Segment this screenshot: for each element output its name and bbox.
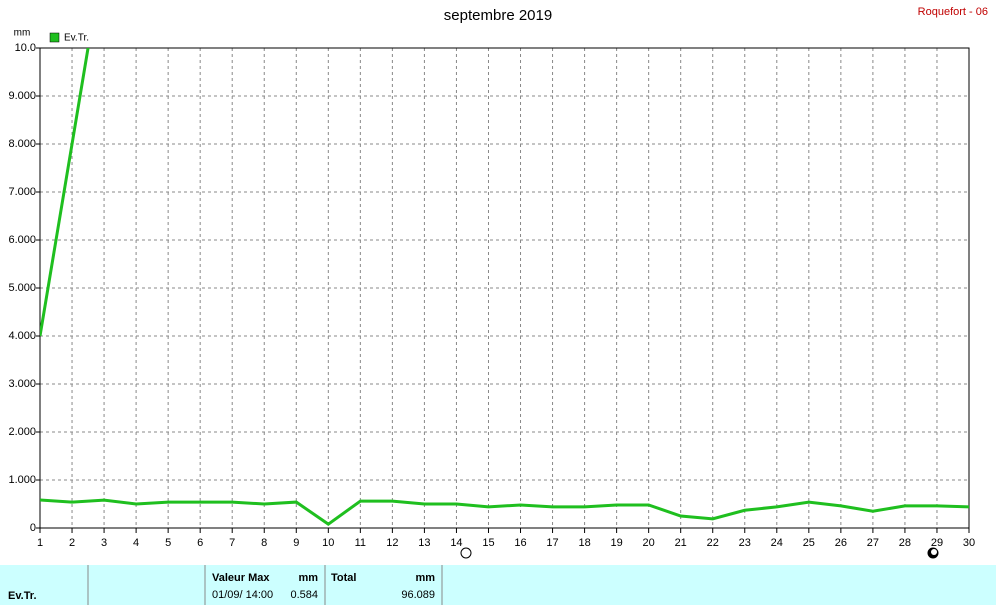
x-tick-label: 17 <box>546 537 558 549</box>
y-unit: mm <box>14 28 31 39</box>
footer-max-unit: mm <box>298 572 318 584</box>
footer-bg <box>0 565 996 605</box>
x-tick-label: 18 <box>578 537 590 549</box>
y-tick-label: 7.000 <box>8 186 36 198</box>
x-tick-label: 19 <box>610 537 622 549</box>
series-line <box>40 48 90 337</box>
x-tick-label: 10 <box>322 537 334 549</box>
footer-total-unit: mm <box>415 572 435 584</box>
x-tick-label: 27 <box>867 537 879 549</box>
x-tick-label: 7 <box>229 537 235 549</box>
station: Roquefort - 06 <box>918 6 988 18</box>
x-tick-label: 22 <box>707 537 719 549</box>
x-tick-label: 14 <box>450 537 462 549</box>
x-tick-label: 28 <box>899 537 911 549</box>
footer-total-header: Total <box>331 572 356 584</box>
x-tick-label: 21 <box>675 537 687 549</box>
x-tick-label: 15 <box>482 537 494 549</box>
x-tick-label: 11 <box>355 537 366 549</box>
legend-swatch <box>49 32 60 43</box>
x-tick-label: 23 <box>739 537 751 549</box>
plot-frame <box>39 47 970 529</box>
moon-new <box>460 547 472 559</box>
legend-label: Ev.Tr. <box>64 33 89 44</box>
y-tick-label: 2.000 <box>8 426 36 438</box>
y-tick-label: 5.000 <box>8 282 36 294</box>
footer-max-date: 01/09/ 14:00 <box>212 589 273 601</box>
y-tick-label: 0 <box>30 522 36 534</box>
chart-title: septembre 2019 <box>444 7 552 24</box>
x-tick-label: 25 <box>803 537 815 549</box>
x-tick-label: 16 <box>514 537 526 549</box>
footer-max-value: 0.584 <box>290 589 318 601</box>
footer-row-label: Ev.Tr. <box>8 590 37 602</box>
x-tick-label: 9 <box>293 537 299 549</box>
x-tick-label: 5 <box>165 537 171 549</box>
series-line <box>40 498 969 526</box>
x-tick-label: 12 <box>386 537 398 549</box>
x-tick-label: 3 <box>101 537 107 549</box>
x-tick-label: 20 <box>643 537 655 549</box>
x-tick-label: 2 <box>69 537 75 549</box>
x-tick-label: 13 <box>418 537 430 549</box>
x-tick-label: 30 <box>963 537 975 549</box>
y-tick-label: 1.000 <box>8 474 36 486</box>
x-tick-label: 24 <box>771 537 783 549</box>
y-tick-label: 4.000 <box>8 330 36 342</box>
x-tick-label: 4 <box>133 537 139 549</box>
y-tick-label: 8.000 <box>8 138 36 150</box>
x-tick-label: 29 <box>931 537 943 549</box>
y-tick-label: 9.000 <box>8 90 36 102</box>
x-tick-label: 1 <box>37 537 43 549</box>
y-tick-label: 10.0 <box>15 42 36 54</box>
x-tick-label: 26 <box>835 537 847 549</box>
x-tick-label: 8 <box>261 537 267 549</box>
footer-total-value: 96.089 <box>401 589 435 601</box>
x-tick-label: 6 <box>197 537 203 549</box>
moon-full-highlight <box>931 549 937 555</box>
y-tick-label: 6.000 <box>8 234 36 246</box>
y-tick-label: 3.000 <box>8 378 36 390</box>
footer-dividers <box>87 565 443 605</box>
footer-max-header: Valeur Max <box>212 572 270 584</box>
